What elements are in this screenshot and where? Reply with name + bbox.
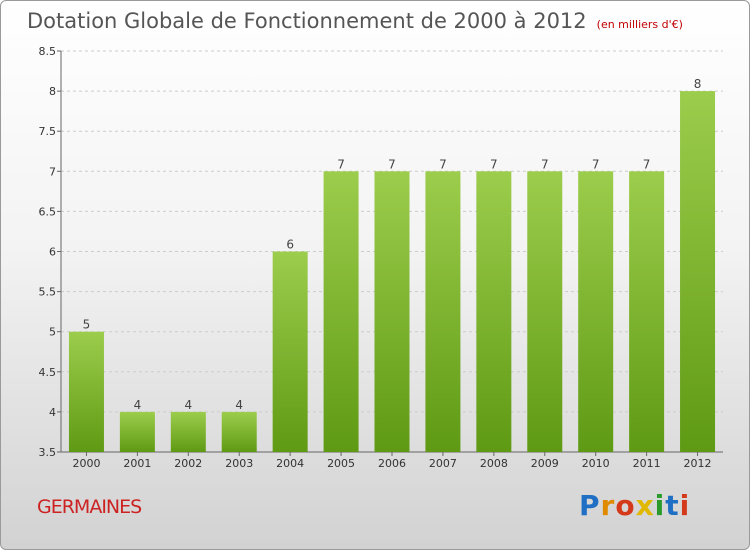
bars xyxy=(68,91,716,453)
bar-2003 xyxy=(221,411,257,452)
value-label: 7 xyxy=(541,157,549,171)
y-tick-label: 6.5 xyxy=(39,205,57,218)
y-tick-label: 5.5 xyxy=(39,286,57,299)
value-label: 4 xyxy=(134,398,142,412)
y-tick-label: 4 xyxy=(49,406,56,419)
y-tick-label: 8 xyxy=(49,85,56,98)
bar-2001 xyxy=(119,411,155,452)
bar-2007 xyxy=(425,171,461,453)
chart-title: Dotation Globale de Fonctionnement de 20… xyxy=(27,9,683,33)
y-tick-label: 3.5 xyxy=(39,446,57,459)
y-tick-label: 6 xyxy=(49,246,56,259)
x-tick-label: 2006 xyxy=(378,457,406,470)
value-label: 8 xyxy=(694,77,702,91)
bar-2008 xyxy=(476,171,512,453)
x-tick-label: 2007 xyxy=(429,457,457,470)
bar-2005 xyxy=(323,171,359,453)
chart-unit: (en milliers d'€) xyxy=(596,18,683,31)
x-tick-label: 2000 xyxy=(72,457,100,470)
x-tick-label: 2011 xyxy=(633,457,661,470)
x-tick-label: 2004 xyxy=(276,457,304,470)
y-tick-label: 7 xyxy=(49,165,56,178)
value-label: 4 xyxy=(235,398,243,412)
x-tick-label: 2010 xyxy=(582,457,610,470)
value-label: 6 xyxy=(286,238,294,252)
value-label: 7 xyxy=(643,157,651,171)
commune-name: GERMAINES xyxy=(37,496,142,518)
value-label: 7 xyxy=(592,157,600,171)
bar-2011 xyxy=(629,171,665,453)
value-label: 7 xyxy=(337,157,345,171)
bar-2006 xyxy=(374,171,410,453)
x-tick-label: 2008 xyxy=(480,457,508,470)
x-tick-label: 2003 xyxy=(225,457,253,470)
bar-2004 xyxy=(272,251,308,452)
value-label: 7 xyxy=(490,157,498,171)
value-label: 5 xyxy=(83,318,91,332)
proxiti-logo[interactable]: Proxiti xyxy=(579,489,691,522)
y-tick-label: 8.5 xyxy=(39,45,57,58)
value-label: 7 xyxy=(388,157,396,171)
axes: 3.5 4 4.5 5 5.5 6 6.5 7 7.5 8 8.5 2000 2001 2002 2003 2… xyxy=(39,45,723,470)
x-tick-label: 2001 xyxy=(123,457,151,470)
bar-2012 xyxy=(680,91,716,452)
x-tick-label: 2002 xyxy=(174,457,202,470)
y-tick-label: 4.5 xyxy=(39,366,57,379)
y-tick-label: 5 xyxy=(49,326,56,339)
bar-2000 xyxy=(68,331,104,452)
data-labels: 5 4 4 4 6 7 7 7 7 7 7 7 8 xyxy=(83,77,702,412)
bar-2002 xyxy=(170,411,206,452)
x-tick-label: 2005 xyxy=(327,457,355,470)
x-tick-label: 2009 xyxy=(531,457,559,470)
bar-2009 xyxy=(527,171,563,453)
value-label: 4 xyxy=(184,398,192,412)
y-tick-label: 7.5 xyxy=(39,125,57,138)
bar-2010 xyxy=(578,171,614,453)
chart-title-text: Dotation Globale de Fonctionnement de 20… xyxy=(27,9,587,33)
x-tick-label: 2012 xyxy=(684,457,712,470)
value-label: 7 xyxy=(439,157,447,171)
